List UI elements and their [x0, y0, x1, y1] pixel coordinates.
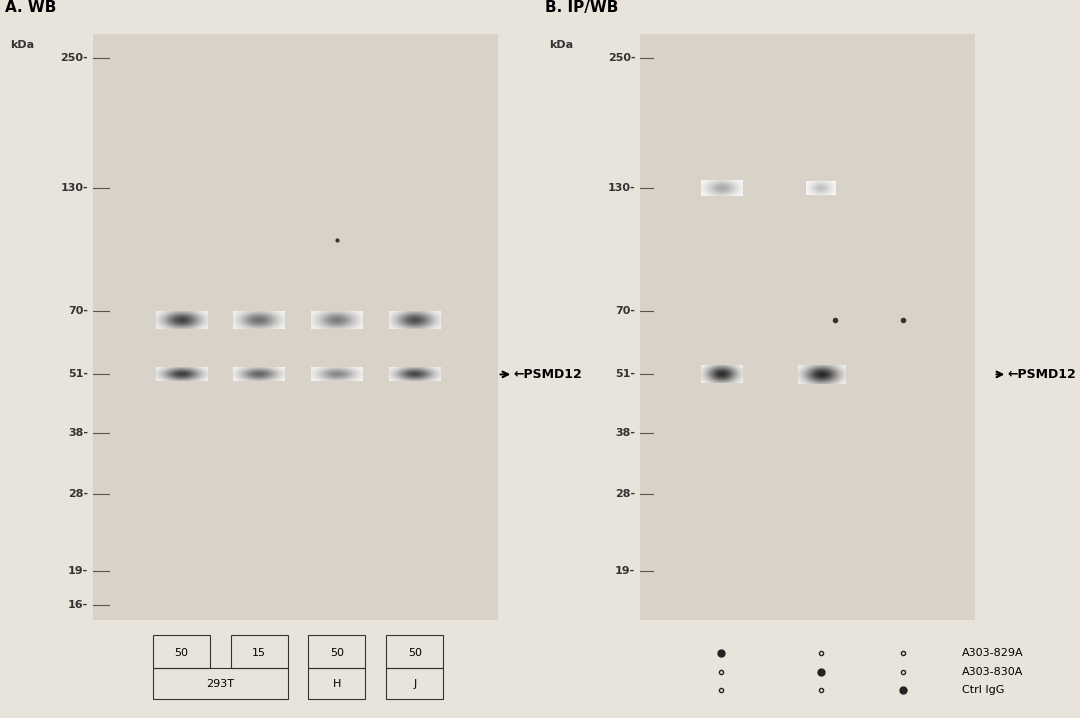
Text: 19-: 19- — [615, 566, 635, 576]
Text: ←PSMD12: ←PSMD12 — [513, 368, 582, 381]
Text: A303-829A: A303-829A — [962, 648, 1024, 658]
Text: 38-: 38- — [616, 428, 635, 438]
Text: 70-: 70- — [68, 307, 89, 317]
Text: A303-830A: A303-830A — [962, 666, 1023, 676]
Text: A. WB: A. WB — [5, 1, 56, 15]
Text: 50: 50 — [408, 648, 421, 658]
Text: 130-: 130- — [60, 183, 89, 193]
Text: 50: 50 — [175, 648, 188, 658]
Text: 51-: 51- — [68, 369, 89, 379]
Text: H: H — [333, 679, 341, 689]
Text: 16-: 16- — [68, 600, 89, 610]
Text: 51-: 51- — [616, 369, 635, 379]
Text: 28-: 28- — [68, 489, 89, 499]
FancyBboxPatch shape — [93, 34, 498, 620]
Text: Ctrl IgG: Ctrl IgG — [962, 685, 1004, 695]
Text: 15: 15 — [253, 648, 266, 658]
Text: 28-: 28- — [616, 489, 635, 499]
Text: 250-: 250- — [60, 53, 89, 63]
Text: B. IP/WB: B. IP/WB — [544, 1, 618, 15]
Text: 19-: 19- — [68, 566, 89, 576]
Text: 250-: 250- — [608, 53, 635, 63]
Text: 293T: 293T — [206, 679, 234, 689]
Text: kDa: kDa — [549, 39, 573, 50]
Text: kDa: kDa — [11, 39, 35, 50]
FancyBboxPatch shape — [639, 34, 975, 620]
Text: 38-: 38- — [68, 428, 89, 438]
Text: 130-: 130- — [608, 183, 635, 193]
Text: ←PSMD12: ←PSMD12 — [1008, 368, 1076, 381]
Text: 70-: 70- — [616, 307, 635, 317]
Text: 50: 50 — [330, 648, 343, 658]
Text: J: J — [413, 679, 417, 689]
